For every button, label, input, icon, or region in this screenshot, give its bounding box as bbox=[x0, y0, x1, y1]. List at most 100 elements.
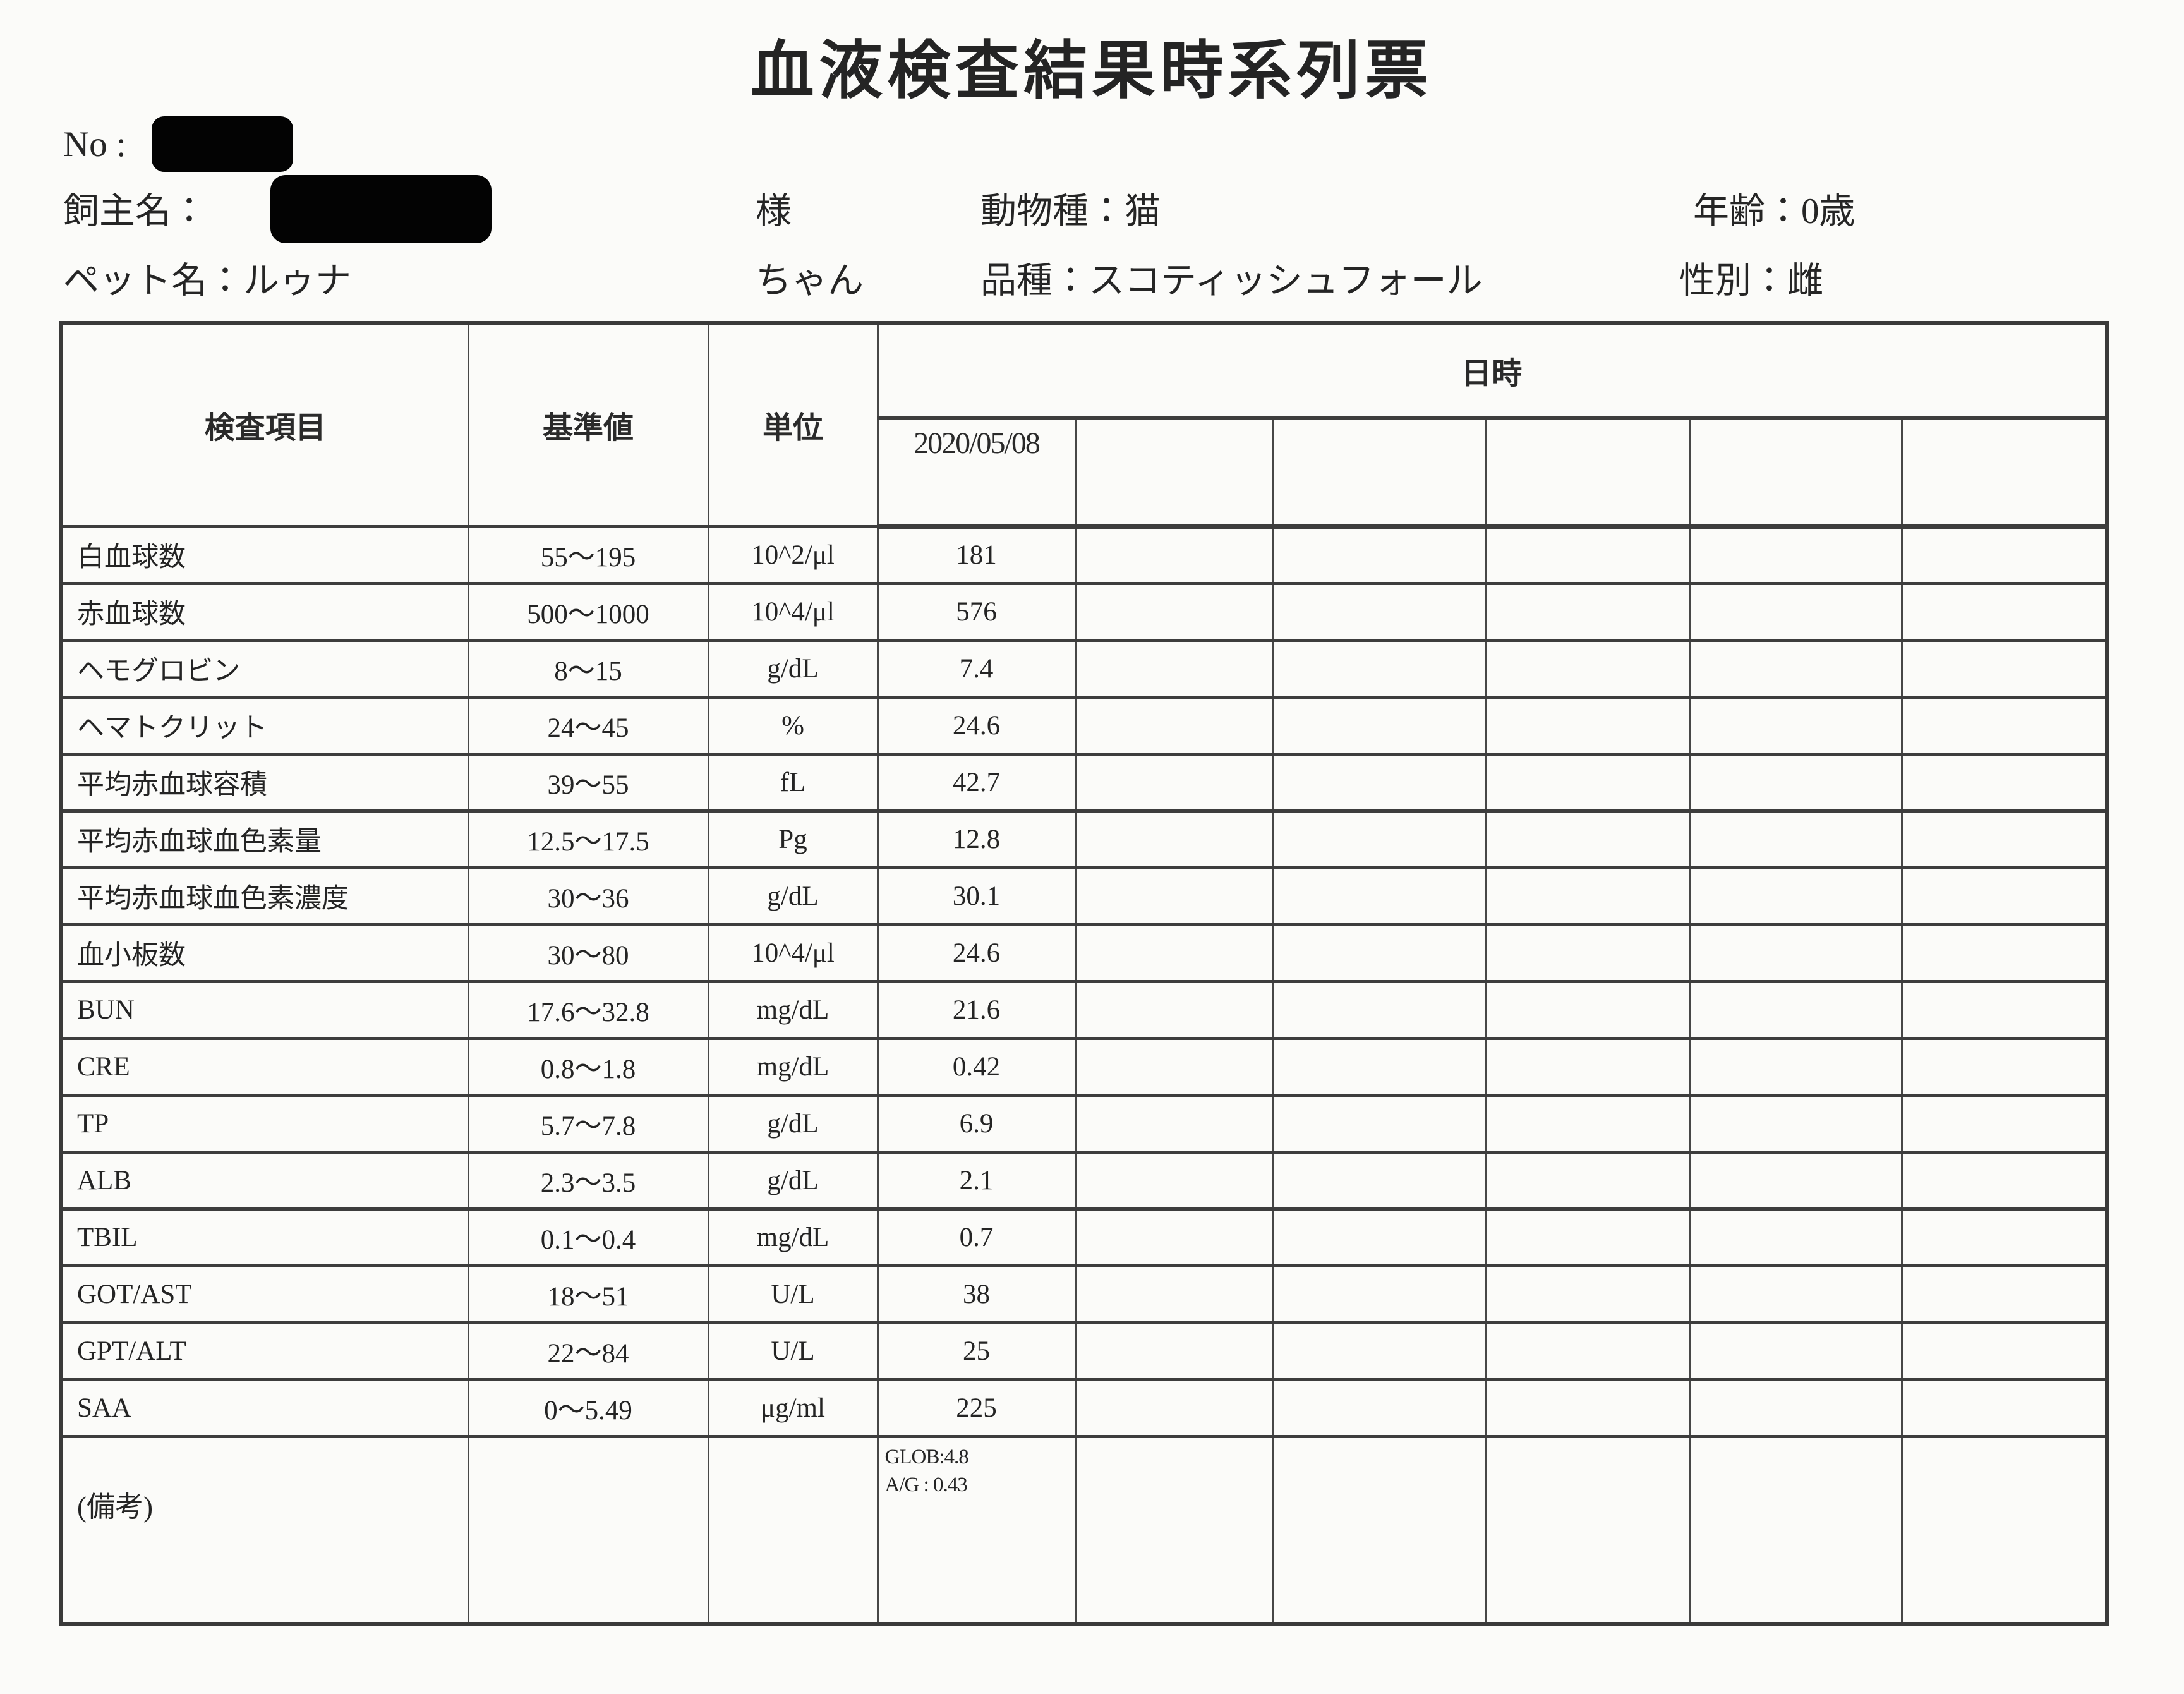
empty-result-cell bbox=[1074, 1036, 1274, 1097]
result-value: 38 bbox=[876, 1264, 1077, 1324]
empty-result-cell bbox=[1484, 1321, 1691, 1381]
date-cell: 2020/05/08 bbox=[876, 416, 1077, 529]
empty-result-cell bbox=[1484, 695, 1691, 756]
result-value: 30.1 bbox=[876, 866, 1077, 926]
reference-range: 24〜45 bbox=[467, 695, 709, 756]
ag-ratio-note: A/G : 0.43 bbox=[884, 1473, 968, 1497]
result-value: 42.7 bbox=[876, 752, 1077, 813]
empty-cell bbox=[467, 1434, 709, 1626]
result-value: 24.6 bbox=[876, 923, 1077, 983]
redaction-box-owner bbox=[270, 175, 492, 243]
table-row: ヘモグロビン 8〜15 g/dL 7.4 bbox=[60, 638, 2108, 699]
reference-range: 0.8〜1.8 bbox=[467, 1036, 709, 1097]
breed-field: 品種：スコティッシュフォール bbox=[980, 261, 1483, 301]
empty-result-cell bbox=[1484, 752, 1691, 813]
test-item-name: TP bbox=[60, 1093, 469, 1154]
species-field: 動物種：猫 bbox=[980, 191, 1161, 231]
date-cell-empty bbox=[1074, 416, 1274, 529]
table-row: TBIL 0.1〜0.4 mg/dL 0.7 bbox=[60, 1207, 2108, 1267]
empty-result-cell bbox=[1272, 1321, 1487, 1381]
unit: g/dL bbox=[707, 866, 879, 926]
empty-result-cell bbox=[1900, 923, 2108, 983]
glob-note: GLOB:4.8 bbox=[884, 1445, 969, 1468]
column-header-range: 基準値 bbox=[467, 321, 709, 528]
empty-result-cell bbox=[1900, 524, 2108, 585]
unit: mg/dL bbox=[707, 1036, 879, 1097]
empty-result-cell bbox=[1900, 752, 2108, 813]
empty-result-cell bbox=[1689, 866, 1903, 926]
test-item-name: 平均赤血球容積 bbox=[60, 752, 469, 813]
table-row: TP 5.7〜7.8 g/dL 6.9 bbox=[60, 1093, 2108, 1154]
empty-result-cell bbox=[1900, 1377, 2108, 1438]
test-item-name: ヘモグロビン bbox=[60, 638, 469, 699]
empty-result-cell bbox=[1900, 1150, 2108, 1211]
empty-result-cell bbox=[1074, 695, 1274, 756]
empty-cell bbox=[1074, 1434, 1274, 1626]
result-value: 21.6 bbox=[876, 979, 1077, 1040]
reference-range: 30〜80 bbox=[467, 923, 709, 983]
test-item-name: GPT/ALT bbox=[60, 1321, 469, 1381]
empty-result-cell bbox=[1689, 524, 1903, 585]
age-field: 年齢：0歳 bbox=[1693, 191, 1855, 231]
test-item-name: SAA bbox=[60, 1377, 469, 1438]
table-row: SAA 0〜5.49 μg/ml 225 bbox=[60, 1377, 2108, 1438]
empty-result-cell bbox=[1272, 1093, 1487, 1154]
test-item-name: BUN bbox=[60, 979, 469, 1040]
table-row: 平均赤血球血色素濃度 30〜36 g/dL 30.1 bbox=[60, 866, 2108, 926]
reference-range: 17.6〜32.8 bbox=[467, 979, 709, 1040]
table-row: CRE 0.8〜1.8 mg/dL 0.42 bbox=[60, 1036, 2108, 1097]
empty-result-cell bbox=[1074, 1264, 1274, 1324]
blood-test-results-table: 検査項目 基準値 単位 日時 2020/05/08 白血球数 55〜195 10… bbox=[59, 321, 2109, 1626]
empty-result-cell bbox=[1900, 1207, 2108, 1267]
empty-result-cell bbox=[1689, 581, 1903, 642]
result-value: 0.42 bbox=[876, 1036, 1077, 1097]
empty-result-cell bbox=[1689, 752, 1903, 813]
unit: 10^4/μl bbox=[707, 923, 879, 983]
reference-range: 22〜84 bbox=[467, 1321, 709, 1381]
empty-result-cell bbox=[1272, 695, 1487, 756]
empty-result-cell bbox=[1689, 1264, 1903, 1324]
empty-result-cell bbox=[1074, 1150, 1274, 1211]
empty-result-cell bbox=[1272, 809, 1487, 869]
test-item-name: 白血球数 bbox=[60, 524, 469, 585]
test-item-name: 平均赤血球血色素量 bbox=[60, 809, 469, 869]
test-item-name: ヘマトクリット bbox=[60, 695, 469, 756]
empty-result-cell bbox=[1900, 979, 2108, 1040]
empty-result-cell bbox=[1689, 1150, 1903, 1211]
reference-range: 0.1〜0.4 bbox=[467, 1207, 709, 1267]
column-header-unit: 単位 bbox=[707, 321, 879, 528]
no-label: No : bbox=[63, 124, 126, 164]
remarks-row: (備考) GLOB:4.8 A/G : 0.43 bbox=[60, 1434, 2108, 1626]
date-cell-empty bbox=[1689, 416, 1903, 529]
result-value: 24.6 bbox=[876, 695, 1077, 756]
test-item-name: 血小板数 bbox=[60, 923, 469, 983]
result-value: 2.1 bbox=[876, 1150, 1077, 1211]
empty-result-cell bbox=[1484, 1093, 1691, 1154]
empty-result-cell bbox=[1689, 1321, 1903, 1381]
empty-result-cell bbox=[1484, 809, 1691, 869]
reference-range: 8〜15 bbox=[467, 638, 709, 699]
unit: mg/dL bbox=[707, 979, 879, 1040]
empty-result-cell bbox=[1272, 1036, 1487, 1097]
table-header-row: 検査項目 基準値 単位 日時 bbox=[60, 321, 2108, 528]
result-value: 7.4 bbox=[876, 638, 1077, 699]
empty-result-cell bbox=[1484, 1264, 1691, 1324]
unit: g/dL bbox=[707, 1093, 879, 1154]
empty-result-cell bbox=[1074, 752, 1274, 813]
table-row: 平均赤血球血色素量 12.5〜17.5 Pg 12.8 bbox=[60, 809, 2108, 869]
table-row: 平均赤血球容積 39〜55 fL 42.7 bbox=[60, 752, 2108, 813]
empty-result-cell bbox=[1484, 638, 1691, 699]
result-value: 225 bbox=[876, 1377, 1077, 1438]
reference-range: 39〜55 bbox=[467, 752, 709, 813]
empty-result-cell bbox=[1689, 1093, 1903, 1154]
empty-result-cell bbox=[1900, 809, 2108, 869]
table-row: GPT/ALT 22〜84 U/L 25 bbox=[60, 1321, 2108, 1381]
empty-result-cell bbox=[1074, 1321, 1274, 1381]
table-row: 血小板数 30〜80 10^4/μl 24.6 bbox=[60, 923, 2108, 983]
empty-result-cell bbox=[1272, 638, 1487, 699]
empty-result-cell bbox=[1484, 1150, 1691, 1211]
empty-result-cell bbox=[1074, 581, 1274, 642]
column-header-datetime: 日時 bbox=[876, 321, 2108, 420]
redaction-box-no bbox=[152, 116, 293, 172]
